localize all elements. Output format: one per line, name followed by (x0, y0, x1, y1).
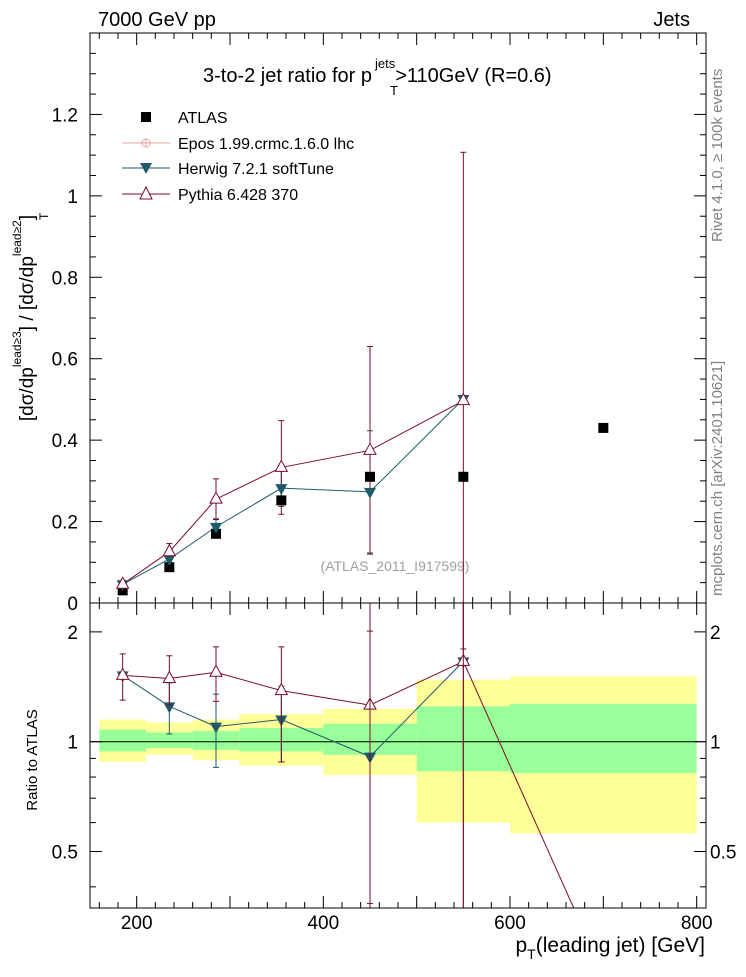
main-ylabel-sub: T (37, 212, 51, 220)
legend-entry-atlas: ATLAS (141, 110, 228, 127)
ratio-plot-panel: 0.5 0.5 1 1 2 2 200 400 600 800 Ratio to ATLAS p… (24, 602, 737, 962)
plot-title-rest: >110GeV (R=0.6) (395, 65, 551, 87)
ratio-line-herwig (122, 661, 464, 758)
main-ytick-label: 0.2 (52, 513, 78, 534)
rivet-version-label: Rivet 4.1.0, ≥ 100k events (709, 69, 726, 242)
main-ytick-label: 1.2 (52, 105, 78, 126)
plot-title-sub: T (390, 83, 398, 98)
series-line-pythia (122, 400, 464, 585)
data-point-pythia (209, 491, 223, 504)
band-green (146, 732, 193, 749)
data-point-pythia (456, 392, 471, 406)
band-green (99, 729, 146, 752)
ratio-uncertainty-bands (90, 676, 706, 834)
main-ytick-label: 0.8 (52, 268, 78, 289)
main-plot-ticks (90, 32, 706, 604)
band-green (510, 703, 697, 774)
legend-marker-pythia (139, 185, 153, 200)
main-ylabel-b: ] / [dσ/dp (17, 256, 38, 331)
series-line-herwig (122, 398, 464, 585)
analysis-watermark: (ATLAS_2011_I917599) (321, 558, 470, 574)
main-ytick-label: 0.4 (52, 431, 79, 452)
data-point-pythia (115, 576, 130, 589)
plot-title-p: p (361, 65, 372, 87)
data-point-pythia (162, 543, 177, 557)
data-point-atlas (276, 495, 287, 506)
main-ylabel-sup2: lead≥2 (10, 220, 24, 256)
main-ytick-label: 1 (67, 187, 78, 208)
legend-label-herwig: Herwig 7.2.1 softTune (178, 161, 334, 178)
header-left-label: 7000 GeV pp (98, 9, 216, 31)
ratio-ytick-label-right: 1 (710, 733, 721, 754)
ratio-ytick-label-right: 2 (710, 623, 721, 644)
data-point-atlas (598, 422, 609, 433)
legend-entry-herwig: Herwig 7.2.1 softTune (122, 161, 334, 178)
data-point-herwig (163, 555, 176, 567)
legend-label-atlas: ATLAS (178, 110, 228, 127)
main-plot-panel: 0 0.2 0.4 0.6 0.8 1 1.2 3-to-2 jet ratio for p… (10, 32, 707, 650)
ratio-plot-xtick-labels: 200 400 600 800 (121, 913, 713, 934)
ratio-point-pythia (274, 682, 289, 696)
ratio-ytick-label-left: 1 (67, 733, 78, 754)
ratio-plot-series (115, 603, 575, 909)
ratio-point-pythia (162, 670, 177, 684)
legend-marker-herwig (140, 163, 152, 174)
ratio-xtick-label: 600 (494, 913, 526, 934)
legend: ATLAS Epos 1.99.crmc.1.6.0 lhc Herwig 7.… (122, 110, 354, 204)
ratio-plot-ticks (90, 603, 706, 908)
ratio-xtick-label: 200 (121, 913, 153, 934)
data-point-herwig (364, 487, 376, 499)
data-point-pythia (274, 459, 289, 472)
ratio-xtick-label: 800 (681, 913, 713, 934)
plot-title-sup: jets (374, 56, 396, 71)
data-point-herwig (210, 522, 222, 534)
ratio-ytick-label-left: 2 (67, 623, 78, 644)
main-plot-series (115, 151, 609, 650)
main-ylabel: [dσ/dplead≥3] / [dσ/dplead≥2] (10, 215, 38, 421)
mcplots-label: mcplots.cern.ch [arXiv:2401.10621] (709, 361, 726, 596)
ratio-xlabel-rest: (leading jet) [GeV] (536, 934, 705, 957)
ratio-plot-ytick-labels: 0.5 0.5 1 1 2 2 (52, 623, 737, 864)
ratio-point-herwig (210, 722, 222, 734)
ratio-ytick-label-left: 0.5 (52, 842, 78, 863)
data-point-atlas (458, 471, 469, 482)
ratio-xlabel: pT(leading jet) [GeV] (515, 934, 705, 962)
main-ylabel-c: ] (17, 215, 38, 220)
legend-marker-atlas (141, 112, 151, 122)
data-point-atlas (365, 471, 375, 482)
ratio-ytick-label-right: 0.5 (710, 842, 736, 863)
plot-title-lead: 3-to-2 jet ratio for (203, 65, 361, 87)
ratio-xtick-label: 400 (307, 913, 339, 934)
main-ylabel-a: [dσ/dp (17, 367, 38, 421)
data-point-atlas (164, 562, 175, 573)
ratio-point-pythia (115, 667, 130, 680)
data-point-herwig (275, 484, 288, 496)
legend-entry-pythia: Pythia 6.428 370 (122, 185, 298, 204)
ratio-xlabel-p: p (515, 934, 527, 957)
plot-title: 3-to-2 jet ratio for pjets>110GeV (R=0.6… (203, 56, 552, 87)
ratio-point-pythia (209, 664, 223, 677)
main-ylabel-sup1: lead≥3 (10, 331, 24, 367)
legend-entry-epos: Epos 1.99.crmc.1.6.0 lhc (122, 136, 354, 153)
header-right-label: Jets (653, 9, 690, 31)
legend-label-epos: Epos 1.99.crmc.1.6.0 lhc (178, 136, 354, 153)
ratio-xlabel-sub: T (527, 946, 536, 962)
ratio-ylabel: Ratio to ATLAS (24, 709, 41, 810)
main-plot-ytick-labels: 0 0.2 0.4 0.6 0.8 1 1.2 (52, 105, 79, 615)
main-ytick-label: 0.6 (52, 350, 78, 371)
data-point-pythia (363, 442, 377, 455)
main-ytick-label: 0 (67, 594, 78, 615)
legend-label-pythia: Pythia 6.428 370 (178, 187, 298, 204)
